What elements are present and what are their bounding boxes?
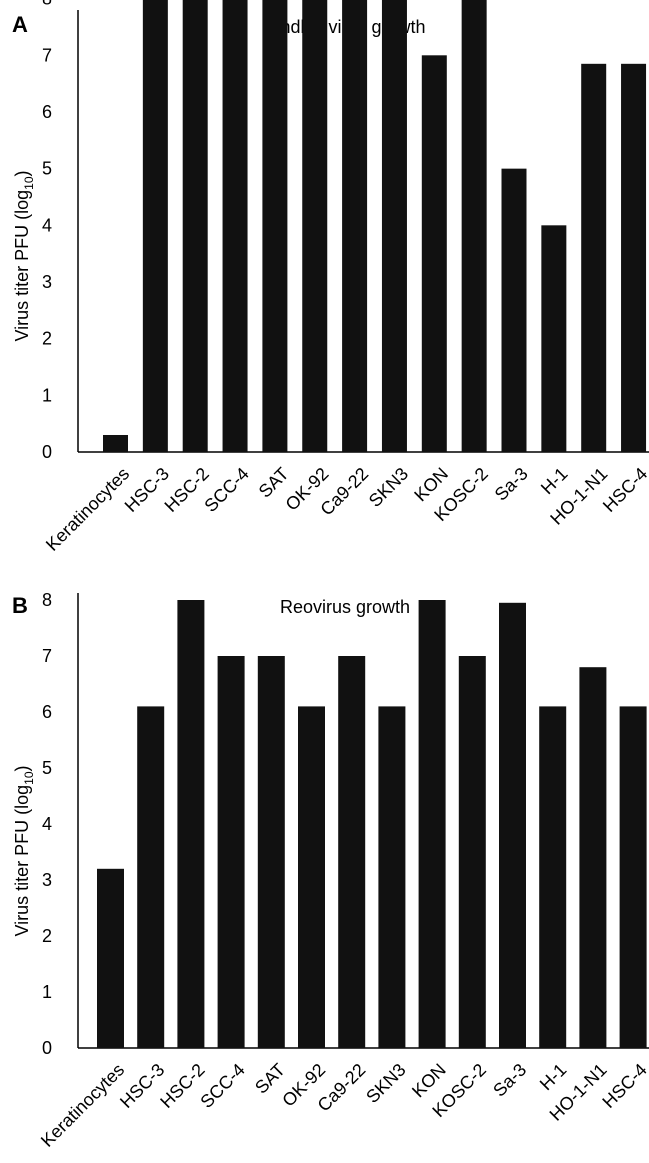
panel-a-y-tick-label: 5 [42,159,52,179]
panel-b-category-label: HSC-4 [599,1060,649,1112]
panel-a-y-tick-label: 3 [42,272,52,292]
panel-a-category-label: HSC-4 [599,464,649,516]
panel-a-y-tick-label: 0 [42,442,52,462]
panel-b-y-tick-label: 4 [42,814,52,834]
panel-a-bar [302,0,327,452]
panel-b-y-axis-label: Virus titer PFU (log10) [12,765,36,936]
panel-b-y-tick-label: 2 [42,926,52,946]
panel-a-category-label: SKN3 [365,464,412,511]
panel-b-bar [218,656,245,1048]
panel-b-title: Reovirus growth [280,597,410,617]
panel-a-y-tick-label: 2 [42,329,52,349]
panel-b-category-label: SCC-4 [197,1060,249,1112]
panel-a-bar [342,0,367,452]
panel-b-category-label: HSC-3 [116,1060,168,1112]
panel-a-bar [422,55,447,452]
panel-b-bar [419,600,446,1048]
panel-a-category-label: HSC-3 [121,464,173,516]
panel-b-bar [459,656,486,1048]
panel-a-y-tick-label: 6 [42,102,52,122]
panel-b-bar [378,706,405,1048]
panel-b-category-label: Keratinocytes [37,1060,128,1151]
panel-a-category-label: Keratinocytes [42,464,133,555]
panel-b-bar [579,667,606,1048]
panel-a-bar [581,64,606,452]
panel-a-bar [103,435,128,452]
panel-a-y-tick-label: 4 [42,215,52,235]
panel-b-marks: 0123456789KeratinocytesHSC-3HSC-2SCC-4SA… [37,581,649,1151]
panel-a-category-label: SCC-4 [200,464,252,516]
panel-a-bar [462,0,487,452]
panel-b-bar [620,706,647,1048]
panel-a-y-axis-label: Virus titer PFU (log10) [12,170,36,341]
panel-b-category-label: Sa-3 [489,1060,530,1101]
panel-a-category-label: H-1 [537,464,572,499]
panel-a-chart: A Sindbis virus growth Virus titer PFU (… [0,0,649,581]
panel-a-marks: 0123456789KeratinocytesHSC-3HSC-2SCC-4SA… [42,0,649,555]
panel-a-bar [262,0,287,452]
panel-a-category-label: Sa-3 [491,464,532,505]
panel-b-bar [499,603,526,1048]
panel-b-bar [258,656,285,1048]
panel-b-y-tick-label: 6 [42,702,52,722]
panel-b-category-label: SKN3 [362,1060,409,1107]
panel-b-chart: B Reovirus growth Virus titer PFU (log10… [0,581,649,1163]
panel-a-bar [223,0,248,452]
panel-a-svg: A Sindbis virus growth Virus titer PFU (… [0,0,649,581]
panel-b-bar [298,706,325,1048]
panel-b-bar [177,600,204,1048]
panel-a-bar [621,64,646,452]
panel-a-category-label: HSC-2 [161,464,213,516]
panel-a-bar [382,0,407,452]
panel-a-letter: A [12,12,28,37]
panel-a-bar [183,0,208,452]
panel-a-bar [143,0,168,452]
panel-b-y-tick-label: 3 [42,870,52,890]
panel-a-y-tick-label: 7 [42,45,52,65]
panel-b-y-tick-label: 8 [42,590,52,610]
panel-b-letter: B [12,593,28,618]
panel-a-y-tick-label: 8 [42,0,52,9]
panel-b-category-label: H-1 [536,1060,571,1095]
panel-a-y-tick-label: 1 [42,385,52,405]
panel-a-bar [502,169,527,452]
panel-b-bar [539,706,566,1048]
panel-b-category-label: HSC-2 [156,1060,208,1112]
panel-b-y-tick-label: 0 [42,1038,52,1058]
panel-b-y-tick-label: 7 [42,646,52,666]
panel-b-svg: B Reovirus growth Virus titer PFU (log10… [0,581,649,1163]
panel-a-bar [541,225,566,452]
panel-b-bar [338,656,365,1048]
panel-b-y-tick-label: 5 [42,758,52,778]
panel-b-bar [137,706,164,1048]
panel-b-bar [97,869,124,1048]
panel-b-y-tick-label: 1 [42,982,52,1002]
